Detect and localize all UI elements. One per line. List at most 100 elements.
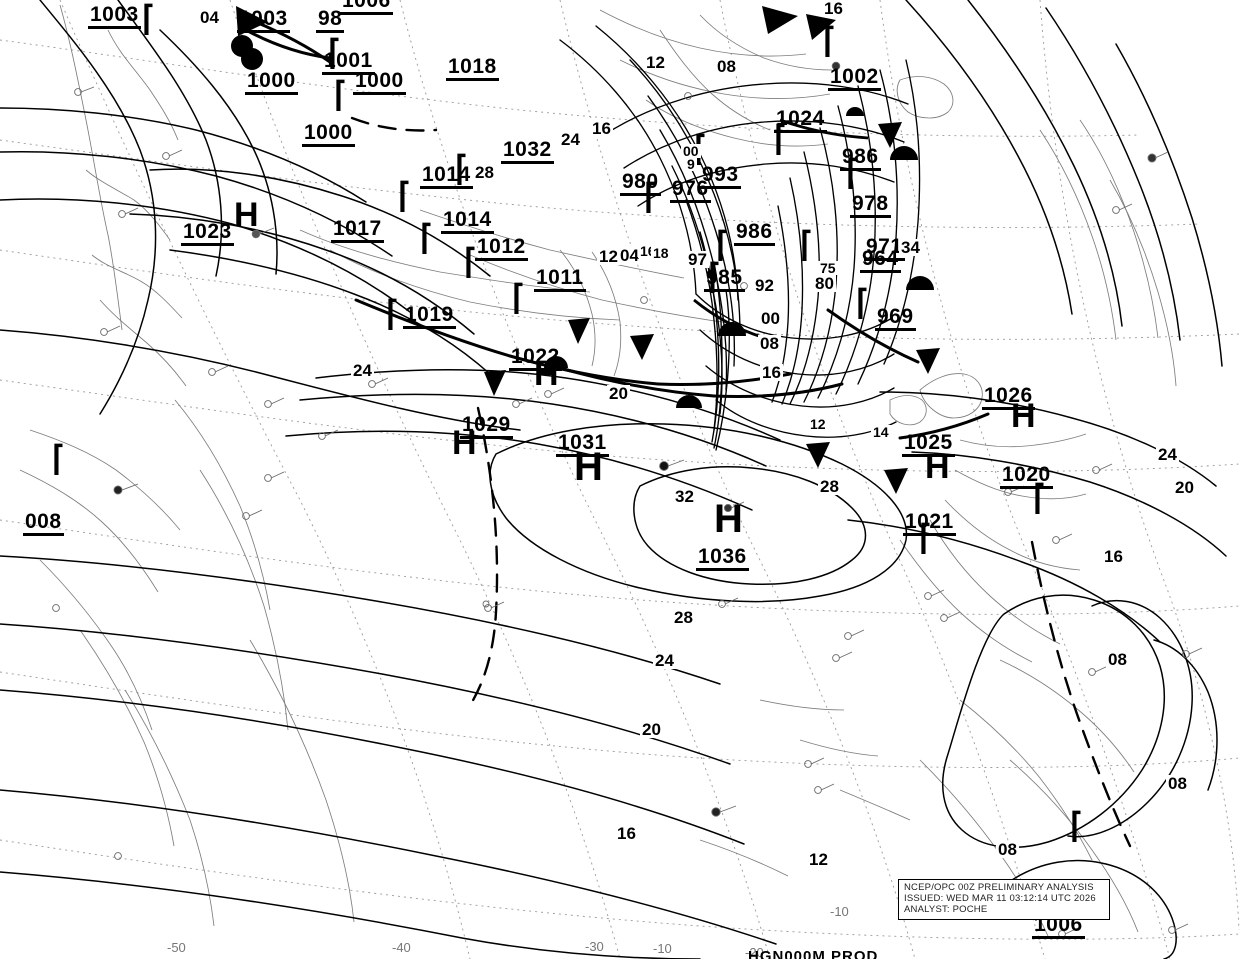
pressure-label-980: 980 xyxy=(620,171,661,196)
low-marker-1003a: ⌈ xyxy=(142,0,156,38)
pressure-label-1032: 1032 xyxy=(501,139,554,164)
pressure-label-964: 964 xyxy=(860,248,901,273)
graticule-label-4: -10 xyxy=(830,904,849,919)
trough-lines xyxy=(350,116,1132,848)
isobar-label-14: 92 xyxy=(753,276,776,295)
isobar-label-37: 12 xyxy=(808,416,828,432)
low-marker-1019: ⌈ xyxy=(386,295,400,333)
high-marker-1031: H xyxy=(574,445,603,489)
pressure-label-1000b: 1000 xyxy=(353,70,406,95)
isobar-label-10: 04 xyxy=(618,246,641,265)
low-marker-1011: ⌈ xyxy=(512,279,526,317)
pressure-label-1024: 1024 xyxy=(774,108,827,133)
pressure-label-1019: 1019 xyxy=(403,304,456,329)
bottom-clipped-label: HGN000M PROD xyxy=(748,948,879,959)
isobar-label-36: 14 xyxy=(871,424,891,440)
isobar-label-1: 16 xyxy=(822,0,845,18)
isobar-label-16: 75 xyxy=(818,260,838,276)
pressure-label-1018: 1018 xyxy=(446,56,499,81)
isobar-label-30: 20 xyxy=(640,720,663,739)
isobar-label-29: 24 xyxy=(653,651,676,670)
warm-fronts xyxy=(244,28,844,398)
isobar-label-19: 08 xyxy=(758,334,781,353)
isobar-label-15: 34 xyxy=(899,238,922,257)
low-marker-1014b: ⌈ xyxy=(420,219,434,257)
low-marker-1006-bottom: ⌈ xyxy=(1070,807,1084,845)
pressure-label-1021: 1021 xyxy=(903,511,956,536)
isobar-label-18: 00 xyxy=(759,309,782,328)
isobar-label-31: 16 xyxy=(615,824,638,843)
pressure-label-1026: 1026 xyxy=(982,385,1035,410)
pressure-label-1014b: 1014 xyxy=(441,209,494,234)
pressure-label-978: 978 xyxy=(850,193,891,218)
isobar-label-5: 24 xyxy=(559,130,582,149)
isobar-label-0: 04 xyxy=(198,8,221,27)
low-marker-980: ⌈ xyxy=(644,178,658,216)
low-marker-1020: ⌈ xyxy=(1033,479,1047,517)
isobar-label-12: 18 xyxy=(651,245,671,261)
pressure-label-969: 969 xyxy=(875,306,916,331)
isobar-label-35: 08 xyxy=(996,840,1019,859)
warm-front-bumps xyxy=(231,35,934,408)
low-marker-1002: ⌈ xyxy=(823,22,837,60)
analysis-legend-box: NCEP/OPC 00Z PRELIMINARY ANALYSIS ISSUED… xyxy=(898,879,1110,920)
pressure-label-1022: 1022 xyxy=(509,346,562,371)
isobar-label-4: 16 xyxy=(590,119,613,138)
low-marker-1021: ⌈ xyxy=(919,519,933,557)
pressure-label-1031: 1031 xyxy=(556,432,609,457)
low-marker-1001: ⌈ xyxy=(328,34,342,72)
isobar-label-32: 12 xyxy=(807,850,830,869)
low-marker-985: ⌈ xyxy=(708,258,722,296)
isobar-label-22: 20 xyxy=(607,384,630,403)
pressure-label-1025: 1025 xyxy=(902,432,955,457)
pressure-label-998: 98 xyxy=(316,8,345,33)
isobar-label-6: 00 xyxy=(681,143,701,159)
isobar-label-34: 08 xyxy=(1166,774,1189,793)
isobar-label-2: 12 xyxy=(644,53,667,72)
low-marker-1032: ⌈ xyxy=(455,150,469,188)
legend-line-issued: ISSUED: WED MAR 11 03:12:14 UTC 2026 xyxy=(904,893,1096,905)
pressure-label-993: 993 xyxy=(700,164,741,189)
isobar-label-7: 9 xyxy=(685,156,697,172)
legend-line-analyst: ANALYST: POCHE xyxy=(904,904,988,916)
isobar-label-27: 16 xyxy=(1102,547,1125,566)
pressure-label-008: 008 xyxy=(23,511,64,536)
pressure-label-1003a: 1003 xyxy=(88,4,141,29)
graticule-label-2: -30 xyxy=(585,939,604,954)
pressure-label-1003b: 1003 xyxy=(237,8,290,33)
legend-line-title: NCEP/OPC 00Z PRELIMINARY ANALYSIS xyxy=(904,882,1094,893)
pressure-label-1000a: 1000 xyxy=(245,70,298,95)
isobar-label-33: 08 xyxy=(1106,650,1129,669)
high-marker-1029: H xyxy=(452,424,477,462)
isobar-label-3: 08 xyxy=(715,57,738,76)
isobar-label-21: 24 xyxy=(351,361,374,380)
high-marker-1022: H xyxy=(534,355,559,393)
pressure-label-1012: 1012 xyxy=(475,236,528,261)
isobar-label-9: 12 xyxy=(597,247,620,266)
graticule-label-3: -20 xyxy=(745,945,764,959)
high-marker-1023: H xyxy=(234,196,259,234)
high-marker-1036: H xyxy=(714,497,743,541)
pressure-label-1017: 1017 xyxy=(331,218,384,243)
graticule-label-5: -10 xyxy=(653,941,672,956)
low-marker-1014a: ⌈ xyxy=(398,177,412,215)
pressure-label-1000c: 1000 xyxy=(302,122,355,147)
low-marker-008: ⌈ xyxy=(52,440,66,478)
isobar-label-26: 20 xyxy=(1173,478,1196,497)
high-marker-1026: H xyxy=(1011,397,1036,435)
isobar-label-28: 28 xyxy=(672,608,695,627)
pressure-label-1001: 1001 xyxy=(322,50,375,75)
pressure-label-1029: 1029 xyxy=(460,414,513,439)
isobar-label-25: 24 xyxy=(1156,445,1179,464)
isobar-label-17: 80 xyxy=(813,274,836,293)
low-marker-1024: ⌈ xyxy=(774,120,788,158)
pressure-label-976: 976 xyxy=(670,178,711,203)
cold-front-pips xyxy=(236,6,940,494)
low-marker-1000b: ⌈ xyxy=(334,76,348,114)
low-marker-1012: ⌈ xyxy=(464,243,478,281)
pressure-label-971: 971 xyxy=(864,236,905,261)
isobar-label-23: 32 xyxy=(673,487,696,506)
